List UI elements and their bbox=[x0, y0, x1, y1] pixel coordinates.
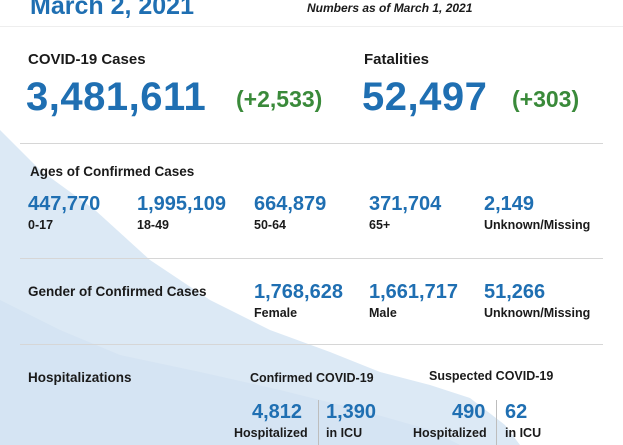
confirmed-covid-title: Confirmed COVID-19 bbox=[250, 371, 374, 385]
confirmed-icu-value: 1,390 bbox=[326, 401, 377, 423]
cases-total: 3,481,611 bbox=[26, 75, 207, 119]
suspected-covid-title: Suspected COVID-19 bbox=[429, 369, 554, 383]
cases-label: COVID-19 Cases bbox=[28, 51, 146, 68]
confirmed-separator bbox=[318, 400, 319, 445]
age-label-0-17: 0-17 bbox=[28, 218, 54, 232]
report-date: March 2, 2021 bbox=[30, 0, 194, 20]
gender-value-unknown: 51,266 bbox=[484, 281, 546, 303]
age-label-50-64: 50-64 bbox=[254, 218, 286, 232]
cases-change: (+2,533) bbox=[236, 86, 323, 112]
gender-value-female: 1,768,628 bbox=[254, 281, 343, 303]
divider-gender bbox=[20, 258, 603, 259]
suspected-hospitalized-value: 490 bbox=[452, 401, 486, 423]
fatalities-label: Fatalities bbox=[364, 51, 430, 68]
confirmed-hospitalized-value: 4,812 bbox=[252, 401, 303, 423]
divider-hospitalizations bbox=[20, 344, 603, 345]
as-of-note: Numbers as of March 1, 2021 bbox=[307, 1, 473, 15]
suspected-icu-label: in ICU bbox=[505, 426, 542, 440]
divider-ages bbox=[20, 143, 603, 144]
confirmed-icu-label: in ICU bbox=[326, 426, 363, 440]
age-value-0-17: 447,770 bbox=[28, 193, 101, 215]
age-label-unknown: Unknown/Missing bbox=[484, 218, 591, 232]
suspected-hospitalized-label: Hospitalized bbox=[413, 426, 487, 440]
gender-label-unknown: Unknown/Missing bbox=[484, 306, 591, 320]
age-value-65-plus: 371,704 bbox=[369, 193, 442, 215]
fatalities-change: (+303) bbox=[512, 86, 580, 112]
age-value-50-64: 664,879 bbox=[254, 193, 327, 215]
age-value-18-49: 1,995,109 bbox=[137, 193, 226, 215]
ages-title: Ages of Confirmed Cases bbox=[30, 164, 195, 179]
suspected-icu-value: 62 bbox=[505, 401, 528, 423]
gender-title: Gender of Confirmed Cases bbox=[28, 284, 207, 299]
gender-label-male: Male bbox=[369, 306, 397, 320]
age-label-18-49: 18-49 bbox=[137, 218, 169, 232]
fatalities-total: 52,497 bbox=[362, 75, 488, 119]
gender-label-female: Female bbox=[254, 306, 298, 320]
confirmed-hospitalized-label: Hospitalized bbox=[234, 426, 308, 440]
top-divider bbox=[0, 26, 623, 27]
gender-value-male: 1,661,717 bbox=[369, 281, 458, 303]
age-label-65-plus: 65+ bbox=[369, 218, 391, 232]
age-value-unknown: 2,149 bbox=[484, 193, 535, 215]
suspected-separator bbox=[496, 400, 497, 445]
hospitalizations-title: Hospitalizations bbox=[28, 370, 132, 385]
